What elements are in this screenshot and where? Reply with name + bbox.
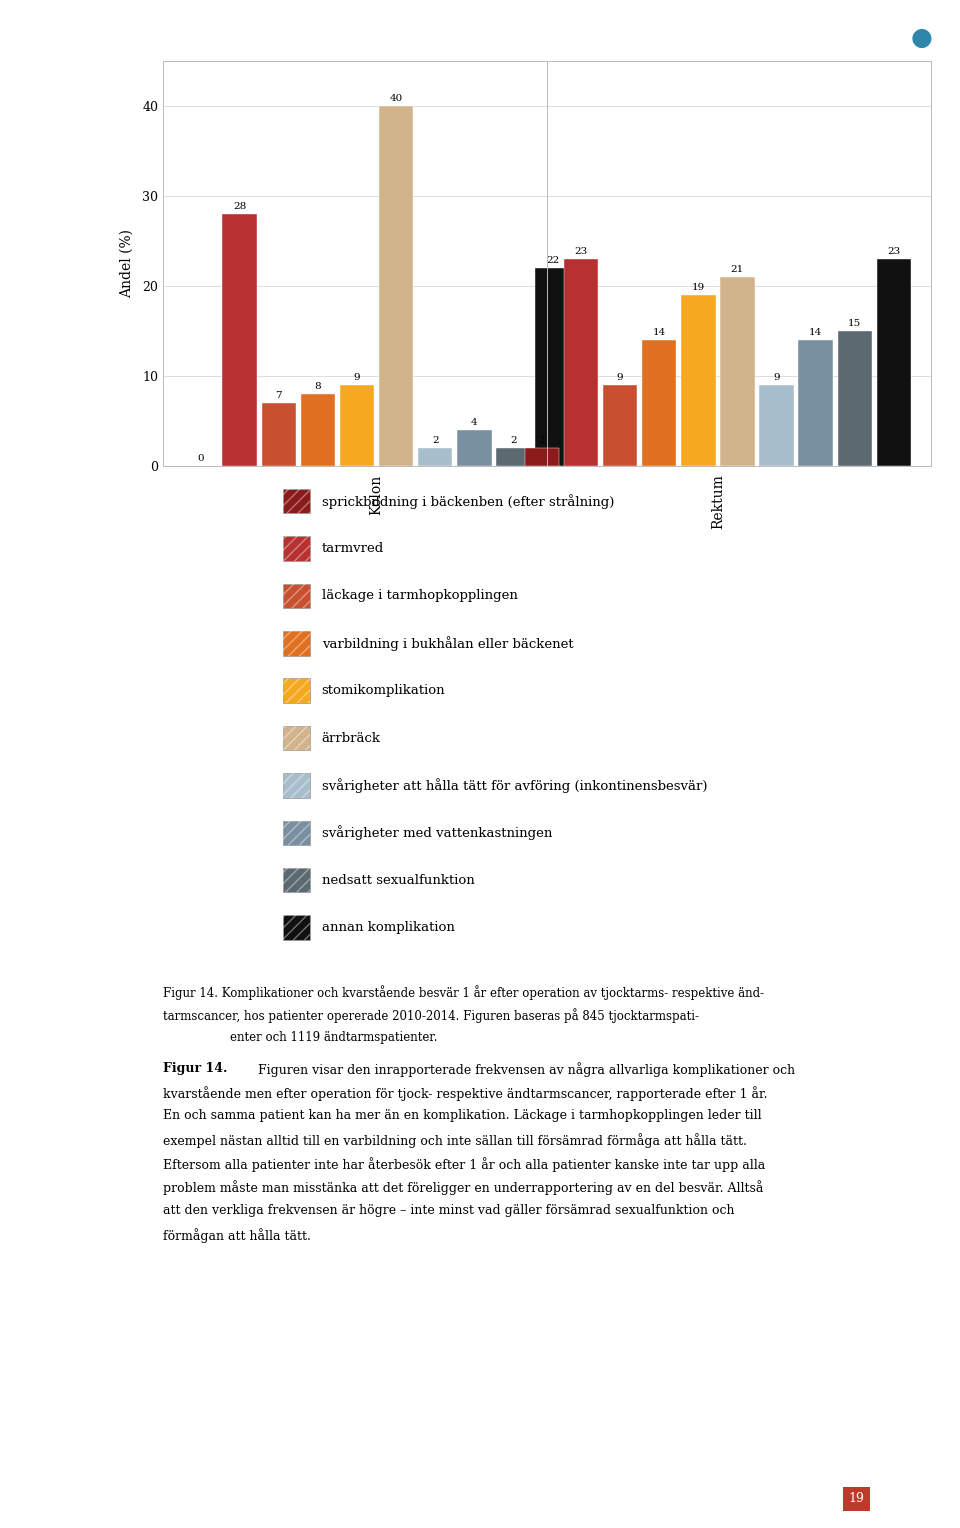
Text: kvarstående men efter operation för tjock- respektive ändtarmscancer, rapportera: kvarstående men efter operation för tjoc… [163,1085,768,1100]
Bar [759,385,794,466]
Text: 9: 9 [773,373,780,382]
Text: Figur 14.: Figur 14. [163,1062,228,1076]
Text: 19: 19 [848,1491,864,1505]
Text: 2: 2 [539,437,545,445]
Text: 40: 40 [390,95,402,104]
Text: läckage i tarmhopkopplingen: läckage i tarmhopkopplingen [322,590,517,602]
Bar [799,341,833,466]
Text: tarmvred: tarmvred [322,542,384,555]
Text: 4: 4 [471,419,478,428]
Bar [837,332,872,466]
Text: svårigheter att hålla tätt för avföring (inkontinensbesvär): svårigheter att hålla tätt för avföring … [322,778,708,793]
Text: 19: 19 [692,283,705,292]
Text: ●: ● [911,26,932,50]
Bar [876,260,911,466]
Text: 2: 2 [432,437,439,445]
Bar [525,448,559,466]
Bar [261,403,296,466]
Y-axis label: Andel (%): Andel (%) [120,229,134,298]
Text: 7: 7 [276,391,282,400]
Text: 8: 8 [315,382,322,391]
Text: ärrbräck: ärrbräck [322,732,380,744]
Text: 21: 21 [731,266,744,275]
Text: 9: 9 [616,373,623,382]
Text: annan komplikation: annan komplikation [322,921,454,934]
Text: Figuren visar den inrapporterade frekvensen av några allvarliga komplikationer o: Figuren visar den inrapporterade frekven… [254,1062,796,1077]
Text: 28: 28 [233,202,247,211]
Bar [720,277,755,466]
Text: 22: 22 [546,257,559,266]
Bar [300,394,335,466]
Bar [536,267,569,466]
Bar [379,105,414,466]
Text: problem måste man misstänka att det föreligger en underrapportering av en del be: problem måste man misstänka att det före… [163,1180,763,1195]
Text: exempel nästan alltid till en varbildning och inte sällan till försämrad förmåga: exempel nästan alltid till en varbildnin… [163,1134,747,1148]
Text: 14: 14 [653,329,666,338]
Text: 9: 9 [353,373,360,382]
Text: svårigheter med vattenkastningen: svårigheter med vattenkastningen [322,825,552,840]
Bar [418,448,452,466]
Bar [340,385,374,466]
Bar [642,341,677,466]
Text: nedsatt sexualfunktion: nedsatt sexualfunktion [322,874,474,886]
Text: Eftersom alla patienter inte har återbesök efter 1 år och alla patienter kanske : Eftersom alla patienter inte har återbes… [163,1157,765,1172]
Bar [223,214,257,466]
Text: 15: 15 [848,319,861,329]
Text: stomikomplikation: stomikomplikation [322,685,445,697]
Bar [457,429,492,466]
Text: sprickbildning i bäckenben (efter strålning): sprickbildning i bäckenben (efter stråln… [322,494,614,509]
Text: förmågan att hålla tätt.: förmågan att hålla tätt. [163,1229,311,1242]
Bar [681,295,715,466]
Text: tarmscancer, hos patienter opererade 2010-2014. Figuren baseras på 845 tjocktarm: tarmscancer, hos patienter opererade 201… [163,1008,699,1024]
Text: varbildning i bukhålan eller bäckenet: varbildning i bukhålan eller bäckenet [322,636,573,651]
Text: 0: 0 [197,454,204,463]
Text: 23: 23 [887,248,900,257]
Text: att den verkliga frekvensen är högre – inte minst vad gäller försämrad sexualfun: att den verkliga frekvensen är högre – i… [163,1204,734,1218]
Text: En och samma patient kan ha mer än en komplikation. Läckage i tarmhopkopplingen : En och samma patient kan ha mer än en ko… [163,1109,762,1123]
Bar [603,385,637,466]
Bar [496,448,531,466]
Bar [564,260,598,466]
Text: Figur 14. Komplikationer och kvarstående besvär 1 år efter operation av tjocktar: Figur 14. Komplikationer och kvarstående… [163,986,764,1001]
Text: 14: 14 [809,329,823,338]
Text: 23: 23 [574,248,588,257]
Text: enter och 1119 ändtarmspatienter.: enter och 1119 ändtarmspatienter. [230,1031,438,1045]
Text: 2: 2 [510,437,516,445]
